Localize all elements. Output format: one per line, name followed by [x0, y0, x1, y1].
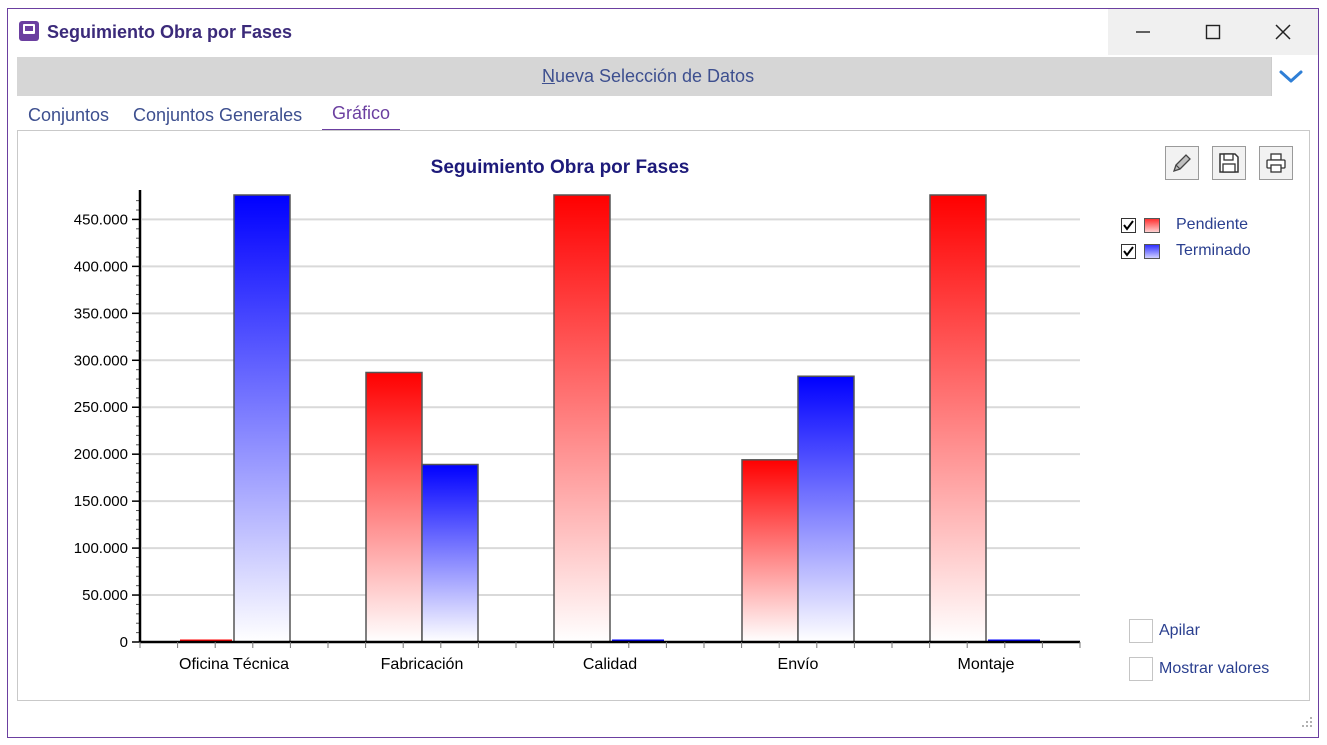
legend-checkbox-pendiente[interactable] — [1121, 218, 1136, 233]
title-bar: Seguimiento Obra por Fases — [8, 9, 1318, 55]
new-selection-bar[interactable]: Nueva Selección de Datos — [17, 57, 1310, 96]
mostrar-valores-checkbox[interactable] — [1129, 657, 1153, 681]
chart-panel — [17, 130, 1310, 701]
pencil-icon — [1172, 154, 1191, 173]
maximize-icon — [1205, 24, 1221, 40]
window-title: Seguimiento Obra por Fases — [47, 22, 293, 42]
print-chart-button[interactable] — [1259, 146, 1293, 180]
minimize-icon — [1136, 31, 1150, 33]
apilar-label: Apilar — [1159, 622, 1200, 639]
legend-checkbox-terminado[interactable] — [1121, 244, 1136, 259]
save-icon — [1219, 153, 1239, 173]
window-controls — [1108, 9, 1318, 55]
print-icon — [1266, 153, 1286, 173]
legend-swatch-terminado — [1144, 244, 1160, 259]
new-selection-label[interactable]: Nueva Selección de Datos — [17, 57, 1279, 96]
tab-conjuntos-generales[interactable]: Conjuntos Generales — [133, 105, 303, 125]
accelerator-key: N — [541, 66, 555, 86]
tab-grafico[interactable]: Gráfico — [332, 103, 391, 123]
minimize-button[interactable] — [1108, 9, 1178, 55]
close-icon — [1275, 24, 1291, 40]
edit-chart-button[interactable] — [1165, 146, 1199, 180]
new-selection-text: ueva Selección de Datos — [554, 66, 755, 86]
legend-label-pendiente: Pendiente — [1176, 216, 1249, 233]
chevron-down-icon — [1279, 70, 1303, 83]
legend-label-terminado: Terminado — [1176, 242, 1251, 259]
save-chart-button[interactable] — [1212, 146, 1246, 180]
legend-swatch-pendiente — [1144, 218, 1160, 233]
tab-conjuntos[interactable]: Conjuntos — [28, 105, 110, 125]
expand-selection-button[interactable] — [1271, 57, 1310, 96]
checkmark-icon — [1123, 220, 1134, 231]
maximize-button[interactable] — [1178, 9, 1248, 55]
app-icon — [18, 20, 40, 42]
chart-title: Seguimiento Obra por Fases — [430, 157, 690, 178]
close-button[interactable] — [1248, 9, 1318, 55]
resize-grip-icon[interactable] — [1301, 716, 1313, 731]
mostrar-valores-label: Mostrar valores — [1159, 660, 1270, 677]
app-window: Seguimiento Obra por Fases Nueva Selecci… — [7, 8, 1319, 738]
apilar-checkbox[interactable] — [1129, 619, 1153, 643]
checkmark-icon — [1123, 246, 1134, 257]
